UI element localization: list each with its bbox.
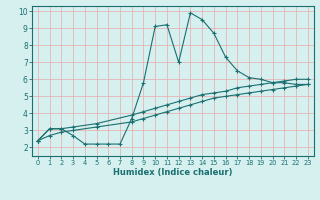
X-axis label: Humidex (Indice chaleur): Humidex (Indice chaleur): [113, 168, 233, 177]
